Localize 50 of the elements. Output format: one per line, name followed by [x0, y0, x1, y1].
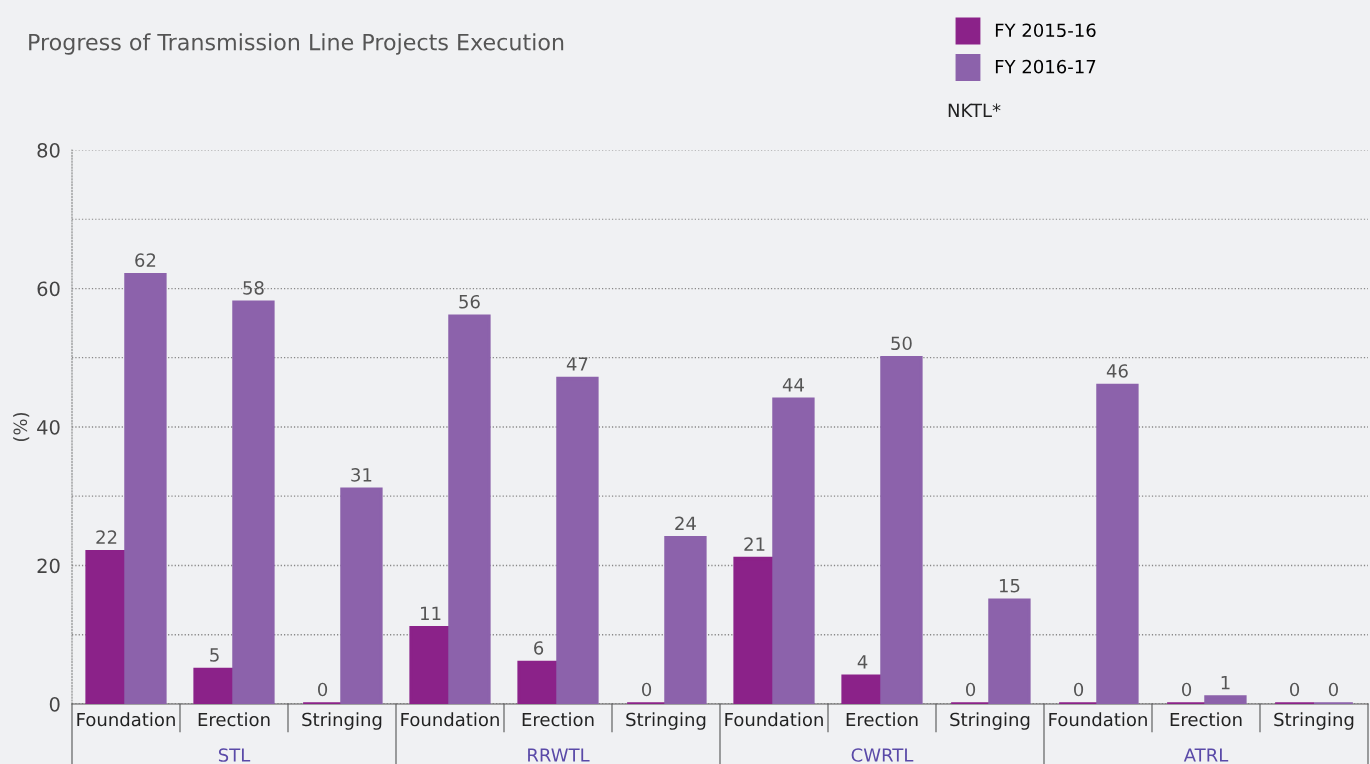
data-label: 0 [1328, 682, 1338, 697]
x-tick-label: Erection [1170, 712, 1242, 727]
data-label: 50 [891, 336, 912, 351]
chart-title: Progress of Transmission Line Projects Execution [29, 33, 564, 55]
data-label: 0 [966, 682, 976, 697]
y-tick-label: 0 [49, 696, 60, 712]
data-label: 46 [1106, 364, 1128, 378]
y-tick-label: 80 [37, 142, 60, 158]
text: CWRTL [851, 748, 914, 762]
x-tick-label: Erection [522, 712, 594, 727]
x-tick-label: Erection [198, 712, 270, 727]
data-label: 15 [999, 579, 1020, 593]
data-label: 21 [744, 537, 765, 551]
data-label: 0 [1290, 682, 1300, 697]
data-label: 47 [566, 357, 588, 371]
data-label: 0 [318, 682, 328, 697]
x-tick-label: Foundation [77, 712, 175, 727]
legend-label: FY 2015-16 [995, 23, 1096, 38]
data-label: 22 [96, 530, 117, 544]
x-tick-label: Stringing [950, 712, 1030, 730]
data-label: 24 [675, 516, 696, 530]
data-label: 0 [642, 682, 652, 697]
data-label: 58 [243, 281, 264, 295]
legend-label: FY 2016-17 [995, 59, 1096, 74]
x-tick-label: Foundation [401, 712, 499, 727]
y-tick-label: 40 [37, 419, 60, 435]
data-label: 6 [534, 641, 544, 655]
data-label: 5 [210, 648, 219, 662]
data-label: 0 [1074, 682, 1084, 697]
data-label: 44 [782, 378, 804, 392]
x-tick-label: Foundation [1049, 712, 1147, 727]
data-label: 31 [351, 468, 372, 482]
x-tick-label: Stringing [302, 712, 382, 730]
legend-title: NKTL* [948, 103, 1001, 117]
x-tick-label: Stringing [626, 712, 706, 730]
text: ATRL [1183, 748, 1229, 762]
y-axis-title: (%) [13, 412, 30, 442]
data-label: 1 [1221, 675, 1230, 690]
data-label: 62 [135, 253, 156, 267]
text: STL [218, 748, 251, 762]
data-label: 11 [421, 606, 441, 620]
x-tick-label: Foundation [725, 712, 823, 727]
data-label: 56 [459, 294, 480, 309]
data-label: 0 [1182, 682, 1192, 697]
y-tick-label: 20 [37, 558, 60, 574]
y-tick-label: 60 [37, 281, 60, 297]
x-tick-label: Stringing [1274, 712, 1354, 730]
text: RRWTL [528, 748, 590, 762]
x-tick-label: Erection [846, 712, 918, 727]
data-label: 4 [857, 655, 868, 669]
